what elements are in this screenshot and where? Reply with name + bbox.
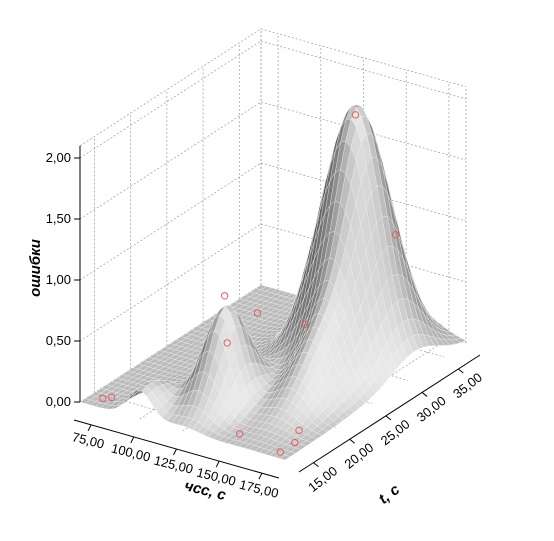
x-tick	[258, 472, 263, 480]
grid-line	[79, 162, 262, 281]
surface-patch	[279, 454, 291, 461]
y-tick	[421, 392, 428, 397]
y-axis-line	[298, 354, 481, 473]
data-point	[107, 393, 116, 402]
x-tick-label: 125,00	[152, 453, 194, 477]
y-tick-label: 30,00	[414, 393, 449, 425]
y-tick-label: 15,00	[305, 463, 340, 495]
grid-line	[260, 162, 467, 222]
y-tick-label: 35,00	[450, 370, 485, 402]
x-tick-label: 75,00	[71, 429, 106, 451]
grid-line	[79, 101, 262, 220]
grid-line	[260, 40, 467, 100]
point-layer	[99, 111, 400, 456]
z-tick-label: 0,50	[46, 333, 71, 348]
data-point	[291, 438, 299, 447]
data-point	[220, 292, 229, 300]
grid-line	[260, 223, 467, 283]
x-tick	[215, 460, 220, 468]
data-point	[276, 448, 284, 456]
data-point	[253, 309, 262, 317]
z-tick-label: 1,50	[46, 211, 71, 226]
grid-line	[79, 28, 262, 147]
z-tick-label: 0,00	[46, 394, 71, 409]
z-tick-label: 2,00	[46, 150, 71, 165]
grid-line	[260, 28, 467, 88]
y-axis-title: t, с	[375, 481, 403, 508]
y-tick	[457, 368, 464, 374]
y-tick	[313, 462, 319, 468]
surface-layer	[79, 104, 467, 461]
x-tick	[87, 424, 92, 432]
data-point	[301, 320, 309, 329]
data-point	[351, 111, 360, 119]
data-point	[223, 339, 231, 347]
x-tick	[130, 436, 135, 444]
x-tick-label: 175,00	[238, 477, 280, 501]
grid-line	[79, 40, 262, 159]
y-tick-label: 25,00	[378, 416, 413, 448]
data-point	[295, 426, 303, 435]
grid-line	[260, 101, 467, 161]
data-point	[99, 394, 107, 403]
z-tick-label: 1,00	[46, 272, 71, 287]
z-axis-title: ошибки	[27, 239, 44, 297]
y-tick	[349, 438, 355, 444]
x-tick-label: 100,00	[110, 440, 152, 464]
y-tick	[385, 415, 392, 421]
y-tick-label: 20,00	[341, 440, 376, 472]
data-point	[235, 430, 244, 438]
x-tick	[173, 448, 177, 456]
data-point	[391, 231, 400, 239]
